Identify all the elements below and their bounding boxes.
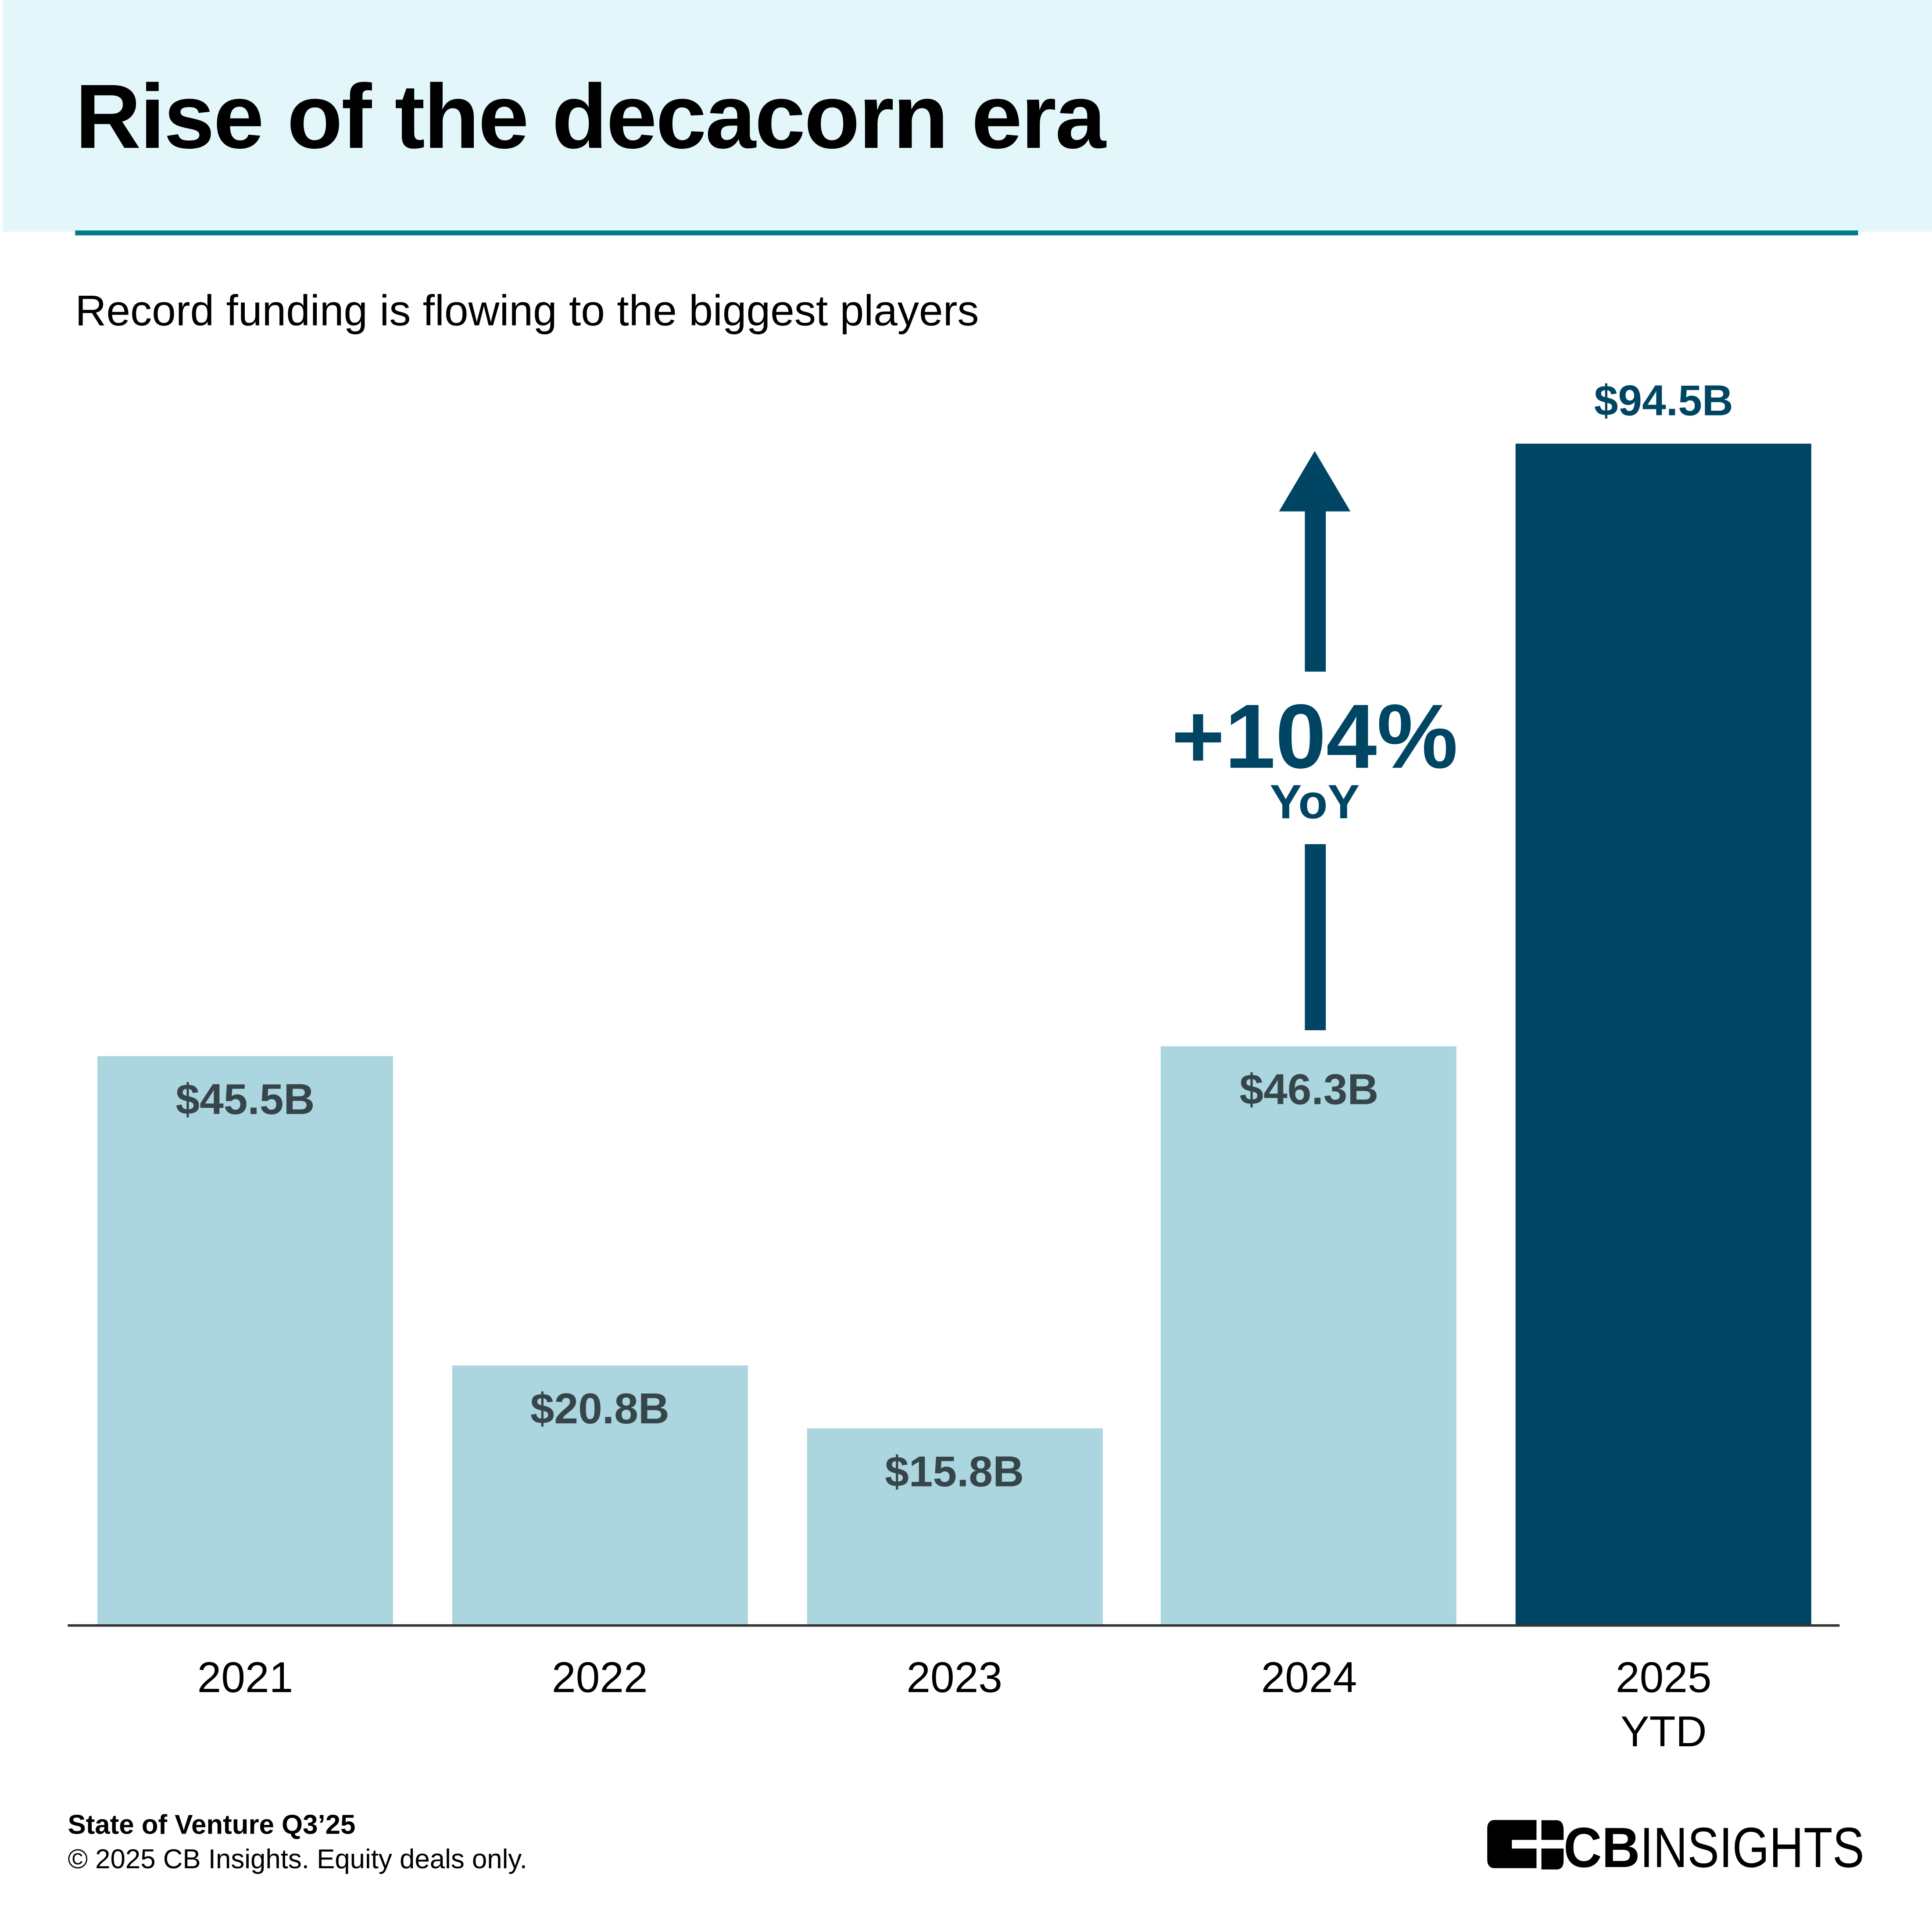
chart-subtitle: Record funding is flowing to the biggest… bbox=[75, 287, 979, 335]
svg-text:INSIGHTS: INSIGHTS bbox=[1640, 1819, 1864, 1871]
arrow-up-icon bbox=[1279, 451, 1351, 1031]
x-tick-label-line: 2024 bbox=[1261, 1654, 1357, 1702]
bar-2025-ytd bbox=[1516, 444, 1812, 1626]
bar-2022 bbox=[452, 1365, 748, 1626]
x-tick-label-line: YTD bbox=[1620, 1708, 1707, 1756]
x-tick-label-line: 2021 bbox=[197, 1654, 293, 1702]
data-label: $20.8B bbox=[530, 1385, 669, 1433]
chart-title: Rise of the decacorn era bbox=[75, 65, 1106, 168]
bar-2023 bbox=[806, 1428, 1102, 1626]
cb-insights-logo-icon: CB INSIGHTS bbox=[1487, 1819, 1864, 1871]
data-label: $45.5B bbox=[175, 1076, 315, 1125]
arrow-shaft-top bbox=[1305, 510, 1326, 672]
x-tick-label: 2022 bbox=[452, 1652, 748, 1706]
bar-2024 bbox=[1161, 1046, 1457, 1626]
x-tick-label-line: 2025 bbox=[1615, 1654, 1712, 1702]
footer-source: State of Venture Q3’25 bbox=[68, 1809, 356, 1840]
header-divider bbox=[75, 230, 1858, 236]
data-label: $46.3B bbox=[1239, 1066, 1379, 1114]
x-tick-label: 2021 bbox=[97, 1652, 393, 1706]
x-tick-label: 2023 bbox=[807, 1652, 1102, 1706]
x-tick-label-line: 2023 bbox=[906, 1654, 1002, 1702]
growth-annotation-sub: YoY bbox=[1270, 776, 1360, 830]
header-band bbox=[2, 0, 1932, 232]
data-label: $15.8B bbox=[885, 1447, 1024, 1496]
x-tick-label-line: 2022 bbox=[551, 1654, 648, 1702]
svg-text:CB: CB bbox=[1563, 1819, 1640, 1871]
arrow-shaft-bottom bbox=[1305, 844, 1326, 1031]
x-tick-label: 2024 bbox=[1161, 1652, 1457, 1706]
footer-note: © 2025 CB Insights. Equity deals only. bbox=[68, 1843, 527, 1875]
x-axis-line bbox=[68, 1624, 1840, 1626]
arrow-head bbox=[1279, 451, 1351, 512]
growth-annotation: +104% bbox=[1171, 685, 1458, 788]
x-tick-label: 2025 YTD bbox=[1516, 1652, 1811, 1760]
bar-2021 bbox=[97, 1056, 393, 1626]
data-label: $94.5B bbox=[1594, 377, 1733, 426]
